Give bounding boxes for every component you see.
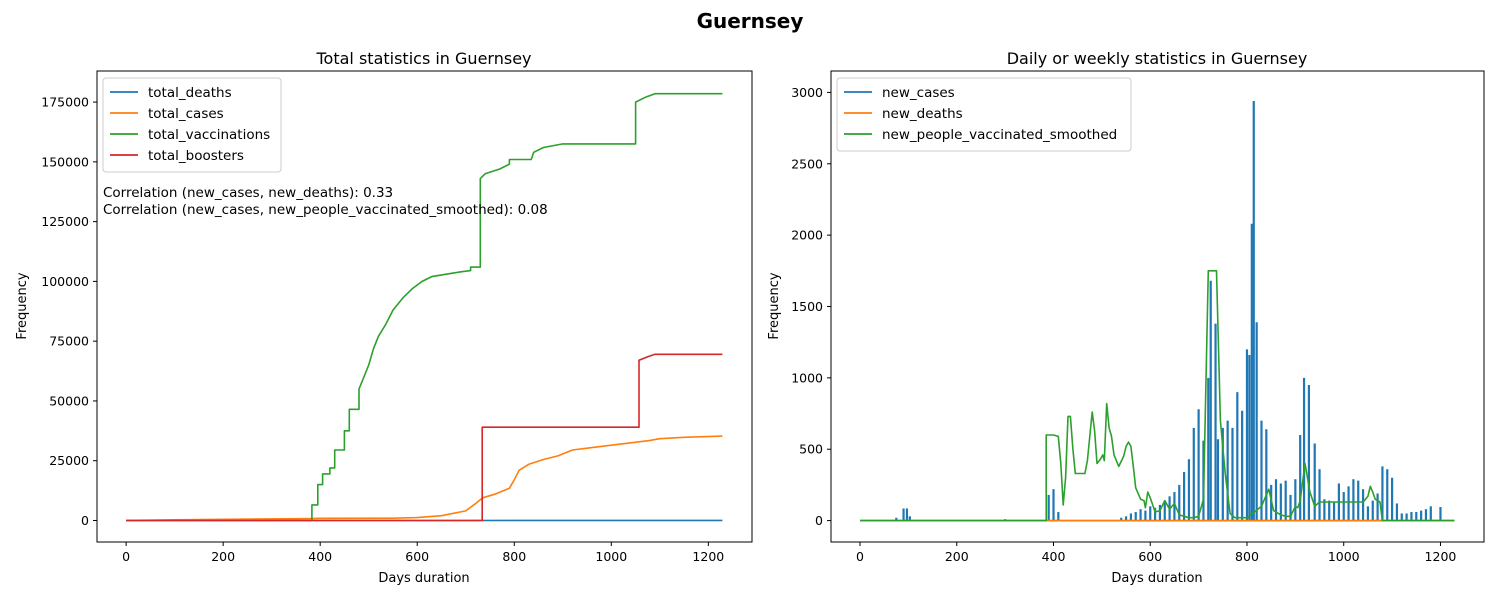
left-axes-frame: [96, 70, 753, 543]
x-tick-label: 1000: [1328, 549, 1360, 564]
right-axes-frame: [830, 70, 1485, 543]
total-vaccinations-line: [126, 92, 723, 522]
legend-label: new_cases: [882, 85, 955, 101]
y-tick-label: 0: [815, 513, 823, 528]
left-chart: Total statistics in Guernsey Days durati…: [15, 49, 753, 586]
right-legend: new_cases new_deaths new_people_vaccinated…: [836, 77, 1132, 152]
x-tick-label: 0: [122, 549, 130, 564]
new-people-vaccinated-smoothed-line: [860, 269, 1455, 522]
left-legend: total_deaths total_cases total_vaccination…: [102, 77, 282, 173]
legend-box: [102, 77, 282, 173]
x-tick-label: 800: [502, 549, 526, 564]
x-tick-label: 400: [1042, 549, 1066, 564]
right-chart: Daily or weekly statistics in Guernsey D…: [767, 49, 1485, 586]
x-tick-label: 1000: [595, 549, 627, 564]
x-tick-label: 0: [856, 549, 864, 564]
x-tick-label: 800: [1235, 549, 1259, 564]
legend-label: total_deaths: [148, 85, 232, 101]
y-tick-label: 175000: [41, 95, 89, 110]
total-boosters-line: [126, 353, 723, 522]
y-tick-label: 1500: [791, 299, 823, 314]
y-tick-label: 2500: [791, 156, 823, 171]
right-axis-ticks: 0 200 400 600 800 1000 1200 0 500 1000 1500 2000 250…: [791, 85, 1456, 564]
legend-label: total_cases: [148, 106, 224, 122]
y-tick-label: 50000: [49, 393, 89, 408]
correlation-annotation-2: Correlation (new_cases, new_people_vacci…: [103, 202, 548, 218]
left-series-lines: [126, 92, 723, 522]
y-tick-label: 0: [81, 513, 89, 528]
y-tick-label: 500: [799, 442, 823, 457]
legend-label: total_vaccinations: [148, 127, 270, 143]
right-chart-title: Daily or weekly statistics in Guernsey: [1007, 49, 1308, 68]
y-tick-label: 125000: [41, 214, 89, 229]
x-tick-label: 1200: [1425, 549, 1457, 564]
right-x-axis-label: Days duration: [1111, 571, 1202, 586]
legend-label: new_people_vaccinated_smoothed: [882, 127, 1117, 143]
x-tick-label: 1200: [692, 549, 724, 564]
x-tick-label: 600: [405, 549, 429, 564]
y-tick-label: 1000: [791, 370, 823, 385]
y-tick-label: 3000: [791, 85, 823, 100]
y-tick-label: 2000: [791, 228, 823, 243]
y-tick-label: 25000: [49, 453, 89, 468]
right-series-lines: [860, 100, 1455, 522]
y-tick-label: 75000: [49, 334, 89, 349]
legend-label: total_boosters: [148, 148, 244, 164]
left-axis-ticks: 0 200 400 600 800 1000 1200 0 25000 50000 75000 100…: [41, 95, 724, 564]
x-tick-label: 200: [945, 549, 969, 564]
left-x-axis-label: Days duration: [378, 571, 469, 586]
legend-label: new_deaths: [882, 106, 963, 122]
y-tick-label: 150000: [41, 154, 89, 169]
x-tick-label: 600: [1138, 549, 1162, 564]
left-y-axis-label: Frequency: [15, 272, 30, 339]
left-chart-title: Total statistics in Guernsey: [316, 49, 532, 68]
correlation-annotation-1: Correlation (new_cases, new_deaths): 0.3…: [103, 185, 393, 201]
y-tick-label: 100000: [41, 274, 89, 289]
x-tick-label: 400: [308, 549, 332, 564]
figure-title: Guernsey: [697, 9, 804, 33]
total-cases-line: [126, 435, 723, 522]
legend-box: [836, 77, 1132, 152]
x-tick-label: 200: [211, 549, 235, 564]
right-y-axis-label: Frequency: [767, 272, 782, 339]
